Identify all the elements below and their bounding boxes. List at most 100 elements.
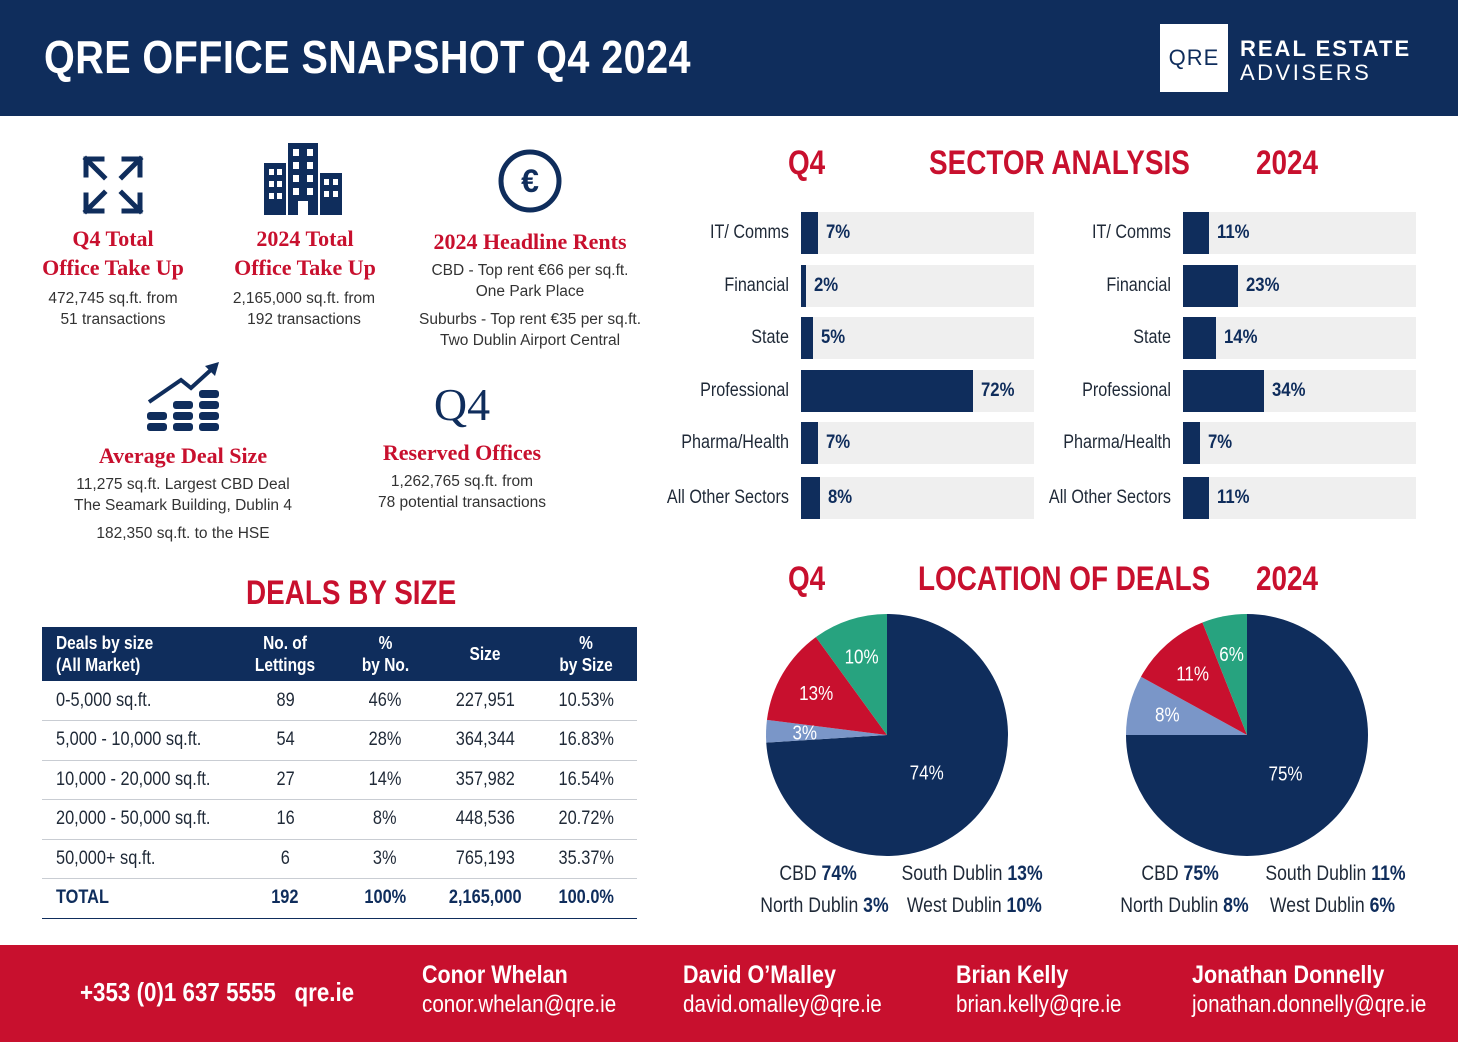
rents-cbd-building: One Park Place [475, 283, 585, 300]
table-cell: 448,536 [435, 799, 536, 840]
sector-bar-track [1183, 370, 1416, 412]
deals-table-header-cell: Size [435, 627, 536, 681]
pie-slice [1140, 622, 1247, 735]
year-takeup-title-line2: Office Take Up [234, 255, 376, 280]
contact-email[interactable]: david.omalley@qre.ie [683, 991, 882, 1018]
table-cell: 0-5,000 sq.ft. [42, 681, 236, 721]
pie-legend-item: CBD 75% [1141, 862, 1219, 885]
table-cell: 100% [334, 878, 436, 919]
table-cell: 54 [235, 720, 335, 761]
q4-takeup-text: 472,745 sq.ft. from 51 transactions [20, 288, 206, 330]
sector-bar-value: 14% [1224, 327, 1258, 348]
pie-slice-label: 74% [910, 761, 944, 784]
avg-deal-line2: The Seamark Building, Dublin 4 [74, 497, 292, 514]
euro-icon: € [498, 149, 562, 213]
table-cell: 2,165,000 [435, 878, 536, 919]
q4-takeup-title-line1: Q4 Total [72, 226, 154, 251]
sector-bar [801, 370, 974, 412]
pie-legend-item: South Dublin 11% [1265, 862, 1406, 885]
avg-deal-text: 11,275 sq.ft. Largest CBD Deal The Seama… [43, 474, 323, 544]
sector-bar-track [801, 370, 1034, 412]
reserved-line1: 1,262,765 sq.ft. from [390, 473, 534, 490]
pie-legend-item: South Dublin 13% [901, 862, 1043, 885]
table-cell: 16.83% [535, 720, 637, 761]
sector-bar-track [801, 477, 1034, 519]
svg-text:€: € [521, 163, 539, 199]
table-cell: 364,344 [435, 720, 536, 761]
sector-bar-value: 2% [813, 275, 838, 296]
table-row: 5,000 - 10,000 sq.ft. 54 28% 364,344 16.83% [42, 720, 637, 761]
table-cell: 8% [334, 799, 436, 840]
sector-bar [801, 477, 821, 519]
sector-bar-value: 23% [1245, 275, 1280, 296]
pie-slice [766, 637, 887, 735]
sector-bar-label: Pharma/Health [1063, 432, 1171, 453]
deals-table-header: Deals by size (All Market) No. of Lettings%… [42, 627, 637, 681]
year-takeup-title: 2024 Total Office Take Up [212, 224, 398, 282]
table-cell: 192 [235, 878, 335, 919]
table-cell: TOTAL [42, 878, 236, 919]
table-row: 10,000 - 20,000 sq.ft. 27 14% 357,982 16.54% [42, 760, 637, 800]
reserved-title: Reserved Offices [382, 440, 542, 465]
location-q4-pie: 74% 3% 13% 10% [766, 614, 1008, 856]
pie-slice-label: 6% [1219, 643, 1244, 666]
year-takeup-text-line2: 192 transactions [247, 311, 361, 328]
sector-bar-label: Pharma/Health [681, 432, 789, 453]
sector-bar [801, 422, 818, 464]
sector-bar [1183, 422, 1200, 464]
pie-legend-item: West Dublin 10% [906, 894, 1042, 917]
contact-email[interactable]: brian.kelly@qre.ie [956, 991, 1122, 1018]
table-cell: 46% [334, 681, 436, 721]
pie-legend-item: North Dublin 3% [760, 894, 889, 917]
table-cell: 357,982 [435, 760, 536, 800]
sector-year-label: 2024 [1256, 144, 1319, 182]
sector-bar-value: 11% [1217, 487, 1250, 508]
avg-deal-line1: 11,275 sq.ft. Largest CBD Deal [76, 476, 290, 493]
sector-bar-label: All Other Sectors [666, 487, 789, 508]
contact-email[interactable]: conor.whelan@qre.ie [422, 991, 617, 1018]
sector-bar-value: 34% [1272, 380, 1306, 401]
sector-bar-value: 72% [981, 380, 1015, 401]
footer-phone-line: +353 (0)1 637 5555 qre.ie [80, 977, 354, 1008]
pie-slice-label: 75% [1269, 762, 1303, 785]
pie-slice-label: 13% [799, 682, 833, 705]
rents-text: CBD - Top rent €66 per sq.ft. One Park P… [395, 260, 665, 351]
table-row: 20,000 - 50,000 sq.ft. 16 8% 448,536 20.72% [42, 799, 637, 840]
rents-title: 2024 Headline Rents [433, 229, 627, 254]
sector-bar-label: Professional [700, 380, 789, 401]
sector-bar-value: 5% [820, 327, 846, 348]
avg-deal-title: Average Deal Size [98, 443, 268, 468]
year-takeup-text-line1: 2,165,000 sq.ft. from [232, 290, 376, 307]
sector-bar-track [1183, 477, 1416, 519]
pie-slice-label: 11% [1176, 662, 1209, 685]
pie-slice [815, 614, 887, 735]
rents-suburbs-line: Suburbs - Top rent €35 per sq.ft. [418, 311, 641, 328]
pie-legend-item: West Dublin 6% [1269, 894, 1396, 917]
location-q4-label: Q4 [788, 560, 826, 598]
logo-text-line2: ADVISERS [1240, 60, 1372, 85]
sector-bar-track [801, 422, 1034, 464]
footer-phone[interactable]: +353 (0)1 637 5555 [80, 977, 276, 1007]
deals-table-header-cell: No. of Lettings [235, 627, 335, 681]
pie-slice-label: 10% [845, 645, 879, 668]
contact-email[interactable]: jonathan.donnelly@qre.ie [1192, 991, 1427, 1018]
sector-bar [1183, 477, 1210, 519]
deals-table: Deals by size (All Market) No. of Lettings%… [42, 627, 637, 919]
contact-name: Jonathan Donnelly [1192, 961, 1385, 989]
footer-website[interactable]: qre.ie [294, 977, 355, 1007]
table-row: 0-5,000 sq.ft. 89 46% 227,951 10.53% [42, 681, 637, 721]
pie-legend-item: CBD 74% [779, 862, 857, 885]
sector-bar-value: 7% [825, 432, 850, 453]
year-takeup-text: 2,165,000 sq.ft. from 192 transactions [204, 288, 404, 330]
table-cell: 35.37% [535, 839, 637, 879]
sector-q4-label: Q4 [788, 144, 826, 182]
table-cell: 3% [334, 839, 436, 879]
sector-bar [1183, 317, 1217, 359]
sector-bar-track [1183, 212, 1416, 254]
location-heading: LOCATION OF DEALS [918, 560, 1211, 598]
sector-bar-label: State [1133, 327, 1171, 348]
deals-table-header-cell: Deals by size (All Market) [42, 627, 236, 681]
reserved-text: 1,262,765 sq.ft. from 78 potential trans… [342, 471, 582, 513]
pie-slice [1126, 676, 1247, 735]
coin-growth-icon [147, 362, 219, 431]
